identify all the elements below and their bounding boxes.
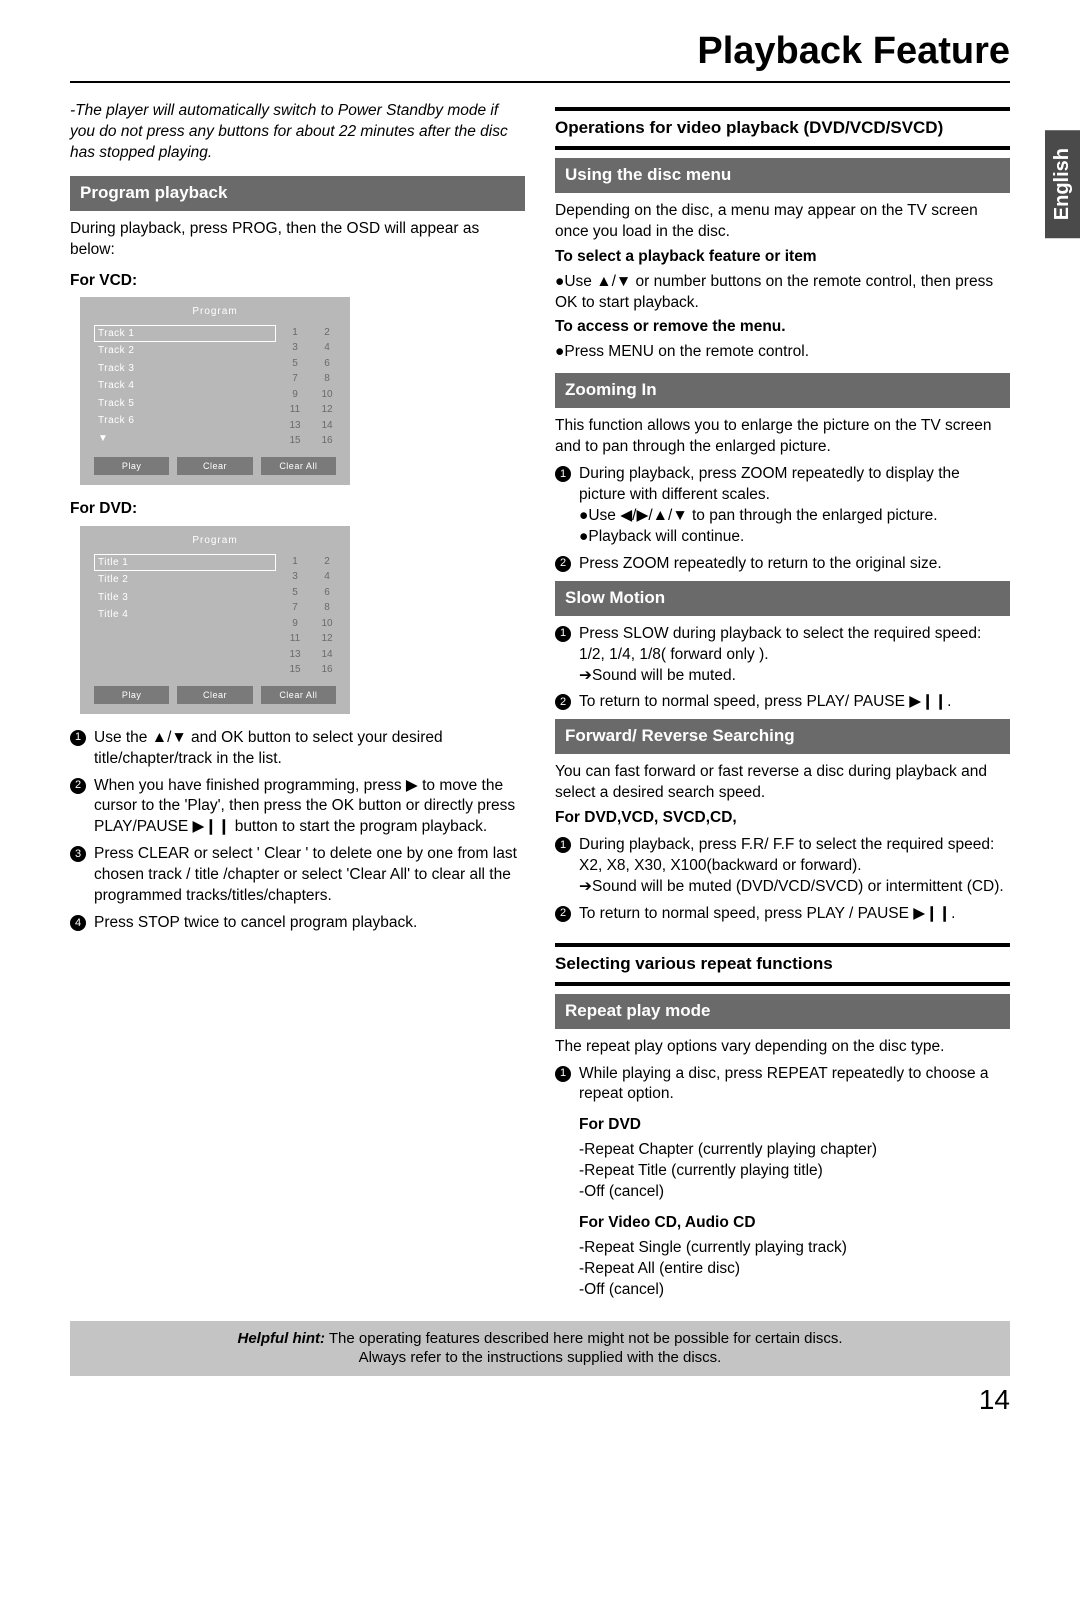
hint-text2: Always refer to the instructions supplie… bbox=[359, 1349, 722, 1366]
fr-for-label: For DVD,VCD, SVCD,CD, bbox=[555, 808, 1010, 829]
hint-text1: The operating features described here mi… bbox=[325, 1330, 843, 1347]
step-num-icon: 2 bbox=[555, 906, 571, 922]
language-tab: English bbox=[1045, 130, 1080, 238]
zoom-step1: During playback, press ZOOM repeatedly t… bbox=[579, 464, 1010, 506]
page-title: Playback Feature bbox=[70, 30, 1010, 83]
program-playback-header: Program playback bbox=[70, 176, 525, 211]
vcd-clearall-btn: Clear All bbox=[261, 457, 336, 475]
disc-menu-intro: Depending on the disc, a menu may appear… bbox=[555, 201, 1010, 243]
repeat-vcd-line: -Repeat All (entire disc) bbox=[579, 1259, 1010, 1280]
repeat-dvd-line: -Repeat Chapter (currently playing chapt… bbox=[579, 1140, 1010, 1161]
vcd-track-list: Track 1 Track 2 Track 3 Track 4 Track 5 … bbox=[94, 325, 276, 449]
slow-step1-b: ➔Sound will be muted. bbox=[579, 666, 1010, 687]
hint-box: Helpful hint: The operating features des… bbox=[70, 1321, 1010, 1376]
vcd-track: Track 6 bbox=[94, 412, 276, 430]
page-number: 14 bbox=[70, 1384, 1010, 1416]
step-num-icon: 4 bbox=[70, 915, 86, 931]
vcd-track: Track 2 bbox=[94, 342, 276, 360]
dvd-number-grid: 13579111315 246810121416 bbox=[286, 554, 336, 678]
repeat-vcd-label: For Video CD, Audio CD bbox=[579, 1213, 1010, 1234]
dvd-program-box: Program Title 1 Title 2 Title 3 Title 4 … bbox=[80, 526, 350, 714]
program-steps: 1 Use the ▲/▼ and OK button to select you… bbox=[70, 728, 525, 934]
step-num-icon: 1 bbox=[555, 1066, 571, 1082]
fr-header: Forward/ Reverse Searching bbox=[555, 719, 1010, 754]
access-menu-label: To access or remove the menu. bbox=[555, 317, 1010, 338]
vcd-box-title: Program bbox=[80, 305, 350, 319]
vcd-play-btn: Play bbox=[94, 457, 169, 475]
repeat-vcd-line: -Off (cancel) bbox=[579, 1280, 1010, 1301]
step-num-icon: 2 bbox=[70, 778, 86, 794]
zoom-step1-b2: ●Playback will continue. bbox=[579, 527, 1010, 548]
more-indicator: ▼ bbox=[94, 430, 276, 448]
fr-intro: You can fast forward or fast reverse a d… bbox=[555, 762, 1010, 804]
fr-step1: During playback, press F.R/ F.F to selec… bbox=[579, 835, 1010, 877]
standby-note: -The player will automatically switch to… bbox=[70, 101, 525, 164]
video-ops-header: Operations for video playback (DVD/VCD/S… bbox=[555, 107, 1010, 150]
dvd-clear-btn: Clear bbox=[177, 686, 252, 704]
step-num-icon: 2 bbox=[555, 694, 571, 710]
repeat-dvd-line: -Repeat Title (currently playing title) bbox=[579, 1161, 1010, 1182]
step-num-icon: 2 bbox=[555, 556, 571, 572]
step-num-icon: 3 bbox=[70, 846, 86, 862]
access-menu-text: ●Press MENU on the remote control. bbox=[555, 342, 1010, 363]
for-vcd-label: For VCD: bbox=[70, 271, 525, 292]
vcd-track: Track 1 bbox=[94, 325, 276, 343]
fr-step1-b: ➔Sound will be muted (DVD/VCD/SVCD) or i… bbox=[579, 877, 1010, 898]
step-num-icon: 1 bbox=[555, 466, 571, 482]
for-dvd-label: For DVD: bbox=[70, 499, 525, 520]
dvd-clearall-btn: Clear All bbox=[261, 686, 336, 704]
step-num-icon: 1 bbox=[555, 837, 571, 853]
dvd-play-btn: Play bbox=[94, 686, 169, 704]
right-column: Operations for video playback (DVD/VCD/S… bbox=[555, 101, 1010, 1301]
step-num-icon: 1 bbox=[555, 626, 571, 642]
repeat-vcd-line: -Repeat Single (currently playing track) bbox=[579, 1238, 1010, 1259]
vcd-track: Track 3 bbox=[94, 360, 276, 378]
vcd-track: Track 4 bbox=[94, 377, 276, 395]
zoom-step2: Press ZOOM repeatedly to return to the o… bbox=[579, 554, 942, 575]
dvd-title: Title 4 bbox=[94, 606, 276, 624]
vcd-program-box: Program Track 1 Track 2 Track 3 Track 4 … bbox=[80, 297, 350, 485]
zoom-step1-b1: ●Use ◀/▶/▲/▼ to pan through the enlarged… bbox=[579, 506, 1010, 527]
vcd-clear-btn: Clear bbox=[177, 457, 252, 475]
program-intro: During playback, press PROG, then the OS… bbox=[70, 219, 525, 261]
hint-label: Helpful hint: bbox=[238, 1330, 325, 1347]
zoom-intro: This function allows you to enlarge the … bbox=[555, 416, 1010, 458]
repeat-step1: While playing a disc, press REPEAT repea… bbox=[579, 1064, 1010, 1106]
step-text: Press CLEAR or select ' Clear ' to delet… bbox=[94, 844, 525, 907]
step-text: Use the ▲/▼ and OK button to select your… bbox=[94, 728, 525, 770]
slow-step1: Press SLOW during playback to select the… bbox=[579, 624, 1010, 666]
step-text: When you have finished programming, pres… bbox=[94, 776, 525, 839]
repeat-section-title: Selecting various repeat functions bbox=[555, 943, 1010, 986]
fr-step2: To return to normal speed, press PLAY / … bbox=[579, 904, 955, 925]
zoom-header: Zooming In bbox=[555, 373, 1010, 408]
left-column: -The player will automatically switch to… bbox=[70, 101, 525, 1301]
select-feature-label: To select a playback feature or item bbox=[555, 247, 1010, 268]
slow-header: Slow Motion bbox=[555, 581, 1010, 616]
repeat-intro: The repeat play options vary depending o… bbox=[555, 1037, 1010, 1058]
dvd-track-list: Title 1 Title 2 Title 3 Title 4 bbox=[94, 554, 276, 678]
select-feature-text: ●Use ▲/▼ or number buttons on the remote… bbox=[555, 272, 1010, 314]
vcd-track: Track 5 bbox=[94, 395, 276, 413]
step-num-icon: 1 bbox=[70, 730, 86, 746]
dvd-title: Title 3 bbox=[94, 589, 276, 607]
dvd-box-title: Program bbox=[80, 534, 350, 548]
repeat-dvd-line: -Off (cancel) bbox=[579, 1182, 1010, 1203]
dvd-title: Title 2 bbox=[94, 571, 276, 589]
slow-step2: To return to normal speed, press PLAY/ P… bbox=[579, 692, 951, 713]
repeat-header: Repeat play mode bbox=[555, 994, 1010, 1029]
step-text: Press STOP twice to cancel program playb… bbox=[94, 913, 417, 934]
repeat-dvd-label: For DVD bbox=[579, 1115, 1010, 1136]
vcd-number-grid: 13579111315 246810121416 bbox=[286, 325, 336, 449]
dvd-title: Title 1 bbox=[94, 554, 276, 572]
disc-menu-header: Using the disc menu bbox=[555, 158, 1010, 193]
